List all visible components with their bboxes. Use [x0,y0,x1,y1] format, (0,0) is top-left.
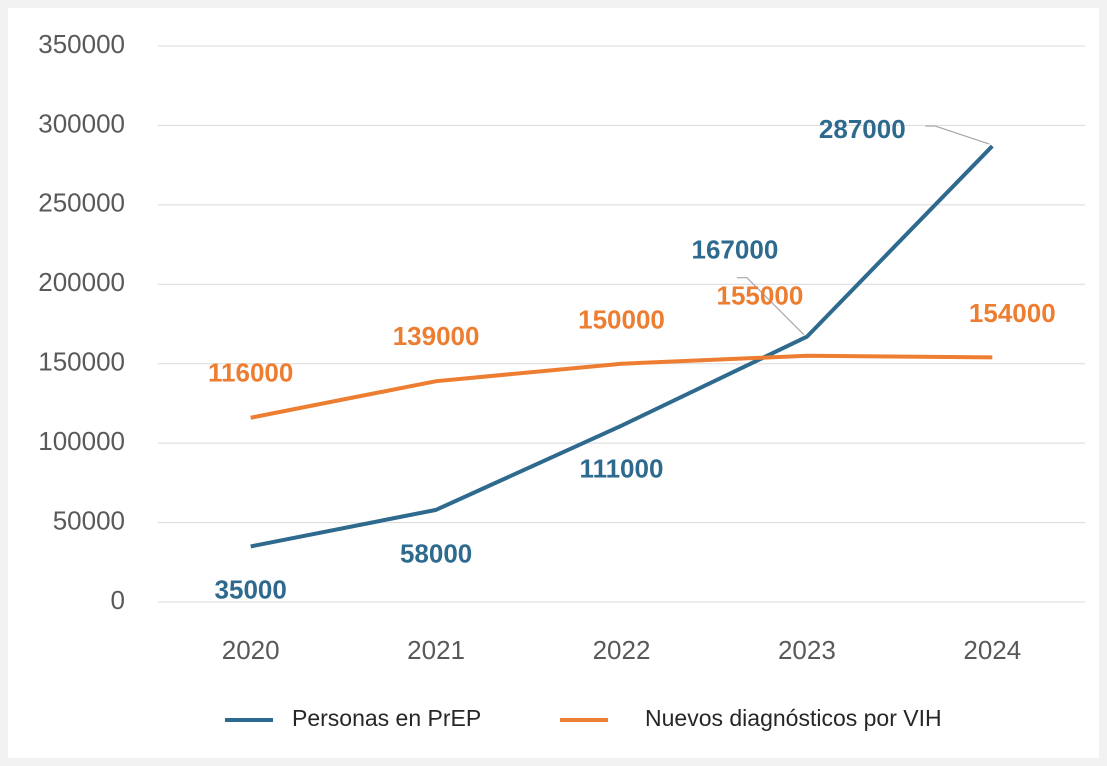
data-label: 155000 [717,281,804,311]
y-tick-label: 100000 [38,426,125,456]
y-tick-label: 50000 [53,505,125,535]
data-label: 150000 [578,305,665,335]
y-tick-label: 300000 [38,108,125,138]
leader-line [736,277,805,336]
y-tick-label: 150000 [38,347,125,377]
x-tick-label: 2020 [222,635,280,665]
leader-line [925,125,990,145]
y-tick-label: 0 [111,585,125,615]
y-tick-label: 200000 [38,267,125,297]
y-tick-label: 250000 [38,188,125,218]
x-tick-label: 2024 [963,635,1021,665]
data-label: 116000 [208,358,293,388]
legend-label: Nuevos diagnósticos por VIH [645,705,942,731]
y-tick-label: 350000 [38,29,125,59]
data-label: 154000 [969,298,1056,328]
series-line [250,353,993,420]
legend-label: Personas en PrEP [292,705,481,731]
data-label: 58000 [400,539,472,569]
data-label: 35000 [215,574,287,604]
data-label: 111000 [580,454,664,484]
chart-background [8,8,1099,758]
x-tick-label: 2023 [778,635,836,665]
series-line [250,144,994,549]
data-label: 139000 [393,321,480,351]
data-label: 287000 [819,114,906,144]
x-tick-label: 2022 [593,635,651,665]
x-tick-label: 2021 [407,635,465,665]
data-label: 167000 [692,235,779,265]
